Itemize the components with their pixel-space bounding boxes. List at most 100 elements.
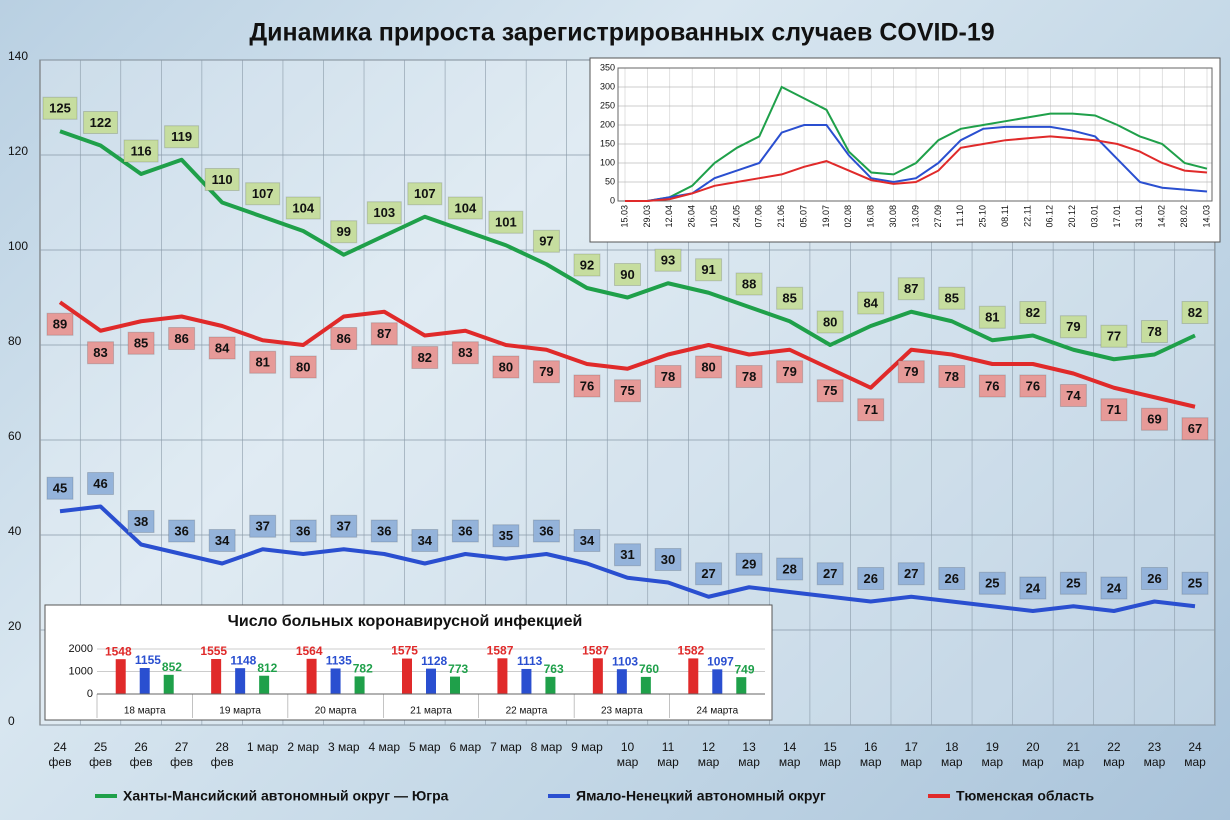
bar — [163, 674, 174, 694]
label-box — [776, 360, 804, 384]
x-tick-label: 19.07 — [821, 205, 831, 228]
bar — [402, 658, 412, 694]
data-label: 24 — [1026, 580, 1041, 595]
data-label: 36 — [458, 523, 472, 538]
label-box — [1059, 384, 1087, 407]
x-tick-label: 17.01 — [1112, 205, 1122, 228]
x-tick-label: 25.10 — [978, 205, 988, 228]
x-tick-label: 11 мар — [657, 740, 679, 769]
data-label: 107 — [414, 186, 436, 201]
label-box — [46, 476, 74, 500]
inset-plot — [617, 67, 1213, 202]
label-box — [168, 327, 196, 350]
data-label: 83 — [458, 345, 472, 360]
label-box — [776, 286, 804, 310]
label-box — [735, 552, 763, 576]
y-tick-label: 80 — [8, 334, 22, 348]
x-tick-label: 6 мар — [449, 740, 482, 754]
x-tick-label: 07.06 — [754, 205, 764, 228]
label-box — [208, 336, 236, 360]
data-label: 36 — [174, 523, 188, 538]
data-label: 27 — [904, 566, 918, 581]
data-label: 107 — [252, 186, 274, 201]
label-box — [451, 519, 479, 543]
data-label: 92 — [580, 257, 594, 272]
bar — [211, 659, 222, 694]
data-label: 28 — [782, 561, 796, 576]
data-label: 34 — [580, 533, 595, 548]
label-box — [1059, 315, 1087, 339]
label-box — [816, 310, 844, 334]
data-label: 1097 — [707, 654, 734, 668]
y-tick-label: 120 — [8, 144, 28, 158]
label-box — [492, 524, 520, 548]
label-box — [204, 168, 240, 191]
label-box — [978, 571, 1006, 595]
bar — [259, 675, 270, 694]
data-label: 122 — [90, 115, 112, 130]
data-label: 79 — [1066, 319, 1080, 334]
label-box — [614, 379, 641, 403]
label-box — [249, 514, 277, 538]
bar — [426, 668, 436, 694]
bar — [235, 668, 246, 694]
data-label: 87 — [904, 281, 918, 296]
label-box — [735, 272, 763, 296]
label-box — [1019, 374, 1047, 398]
x-tick-label: 05.07 — [798, 205, 808, 228]
data-label: 773 — [448, 662, 468, 676]
data-label: 31 — [620, 547, 634, 562]
x-tick-label: 15.03 — [619, 205, 629, 228]
x-tick-label: 13.09 — [910, 205, 920, 228]
x-tick-label: 12.04 — [664, 205, 674, 228]
label-box — [978, 374, 1006, 398]
label-box — [573, 529, 601, 552]
label-box — [370, 519, 398, 543]
data-label: 104 — [455, 200, 477, 215]
label-box — [46, 312, 74, 336]
label-box — [285, 196, 321, 220]
x-tick-label: 24 фев — [48, 740, 72, 769]
x-tick-label: 20 марта — [315, 706, 357, 717]
label-box — [447, 196, 483, 220]
data-label: 760 — [639, 662, 659, 676]
bar — [306, 658, 317, 694]
data-label: 103 — [373, 205, 395, 220]
y-tick-label: 0 — [87, 688, 93, 700]
data-label: 89 — [53, 317, 67, 332]
data-label: 46 — [93, 476, 107, 491]
data-label: 1155 — [135, 653, 161, 667]
bar — [712, 669, 723, 694]
label-box — [654, 365, 682, 388]
x-tick-label: 16 мар — [859, 740, 882, 769]
line — [625, 124, 1208, 202]
label-box — [407, 182, 443, 206]
label-box — [488, 210, 524, 234]
x-tick-label: 23 марта — [601, 706, 643, 717]
x-tick-label: 22.11 — [1022, 205, 1032, 227]
data-label: 1148 — [230, 653, 256, 667]
data-label: 26 — [1147, 571, 1161, 586]
x-tick-label: 03.01 — [1089, 205, 1099, 228]
label-box — [897, 360, 925, 384]
inset-title: Число больных коронавирусной инфекцией — [228, 613, 583, 630]
label-box — [366, 201, 402, 225]
x-tick-label: 2 мар — [287, 740, 319, 754]
data-label: 78 — [1147, 324, 1161, 339]
data-label: 1128 — [421, 654, 447, 668]
data-label: 86 — [174, 331, 188, 346]
data-label: 71 — [863, 402, 877, 417]
data-label: 79 — [539, 364, 553, 379]
label-box — [245, 182, 281, 206]
data-label: 35 — [499, 528, 513, 543]
label-box — [208, 529, 236, 552]
label-box — [695, 355, 723, 379]
data-label: 84 — [863, 295, 878, 310]
x-tick-label: 12 мар — [697, 740, 720, 769]
x-tick-label: 5 мар — [409, 740, 441, 754]
label-box — [42, 96, 78, 120]
data-label: 1564 — [296, 644, 323, 658]
label-box — [938, 365, 966, 388]
label-box — [695, 562, 723, 586]
